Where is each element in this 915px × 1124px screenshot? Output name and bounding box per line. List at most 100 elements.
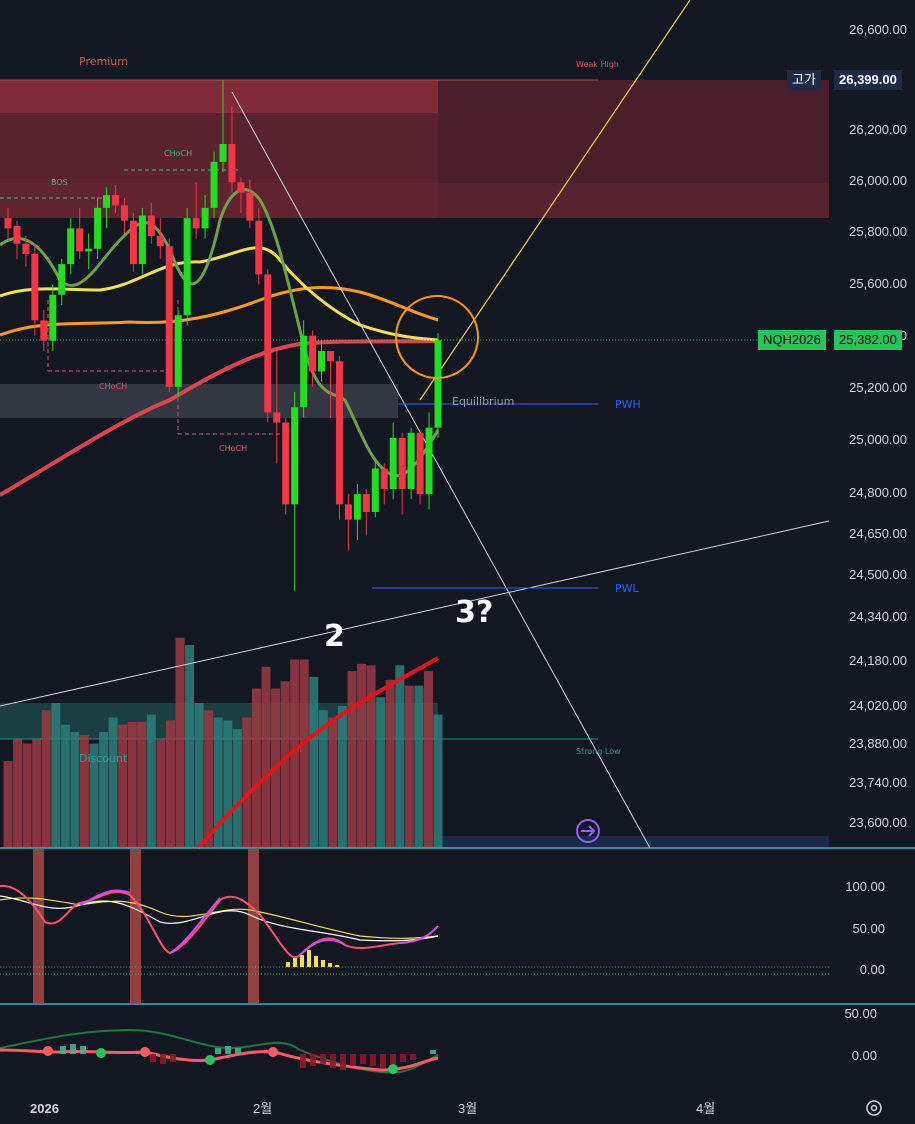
settings-gear-icon[interactable] (866, 1100, 882, 1116)
price-tick-label: 23,740.00 (849, 775, 907, 790)
volume-bar (280, 681, 290, 848)
price-tick-label: 26,200.00 (849, 122, 907, 137)
candle (246, 179, 254, 229)
volume-bar (433, 714, 443, 848)
candle (40, 310, 48, 351)
volume-bar (156, 739, 166, 848)
oscillator-2-axis: 50.00 0.00 (844, 1006, 877, 1063)
candle (112, 184, 119, 213)
choch-label: CHoCH (164, 149, 192, 158)
volume-bar (51, 703, 61, 848)
volume-bar (194, 703, 204, 848)
volume-bar (337, 705, 347, 848)
highlight-circle (395, 295, 479, 379)
volume-bars (3, 637, 443, 848)
price-tick-label: 23,600.00 (849, 815, 907, 830)
osc2-tick-label: 50.00 (844, 1006, 877, 1021)
pwh-label: PWH (615, 398, 641, 411)
oscillator-1-pane (0, 849, 829, 1003)
volume-bar (41, 710, 51, 848)
candle (434, 333, 442, 438)
candle (76, 207, 84, 259)
price-tick-label: 25,000.00 (849, 432, 907, 447)
volume-bar (232, 729, 242, 848)
candles (4, 80, 442, 592)
candle (49, 284, 57, 351)
candle (425, 412, 433, 510)
candle (85, 233, 93, 270)
price-tick-label: 26,600.00 (849, 22, 907, 37)
candle (94, 197, 102, 259)
price-tick-label: 24,650.00 (849, 526, 907, 541)
candle (219, 80, 227, 173)
candle (327, 351, 334, 418)
price-tick-label: 24,800.00 (849, 485, 907, 500)
symbol-tag: NQH2026 (758, 330, 826, 350)
candle (300, 320, 308, 418)
oscillator-2-pane (0, 1028, 439, 1074)
volume-bar (242, 717, 252, 848)
volume-bar (404, 685, 414, 848)
osc1-tick-label: 100.00 (845, 879, 885, 894)
volume-bar (366, 665, 376, 848)
last-price-tag: 25,382.00 (834, 330, 902, 350)
candle (416, 432, 424, 505)
candle (67, 218, 75, 275)
time-label-feb: 2월 (253, 1101, 272, 1116)
candle (282, 417, 290, 515)
volume-bar (223, 720, 233, 848)
candle (210, 151, 218, 219)
volume-bar (127, 721, 137, 848)
volume-bar (204, 710, 214, 848)
time-axis[interactable]: 2026 2월 3월 4월 (30, 1101, 715, 1116)
candle (4, 207, 12, 239)
volume-bar (309, 676, 319, 848)
annotations: Premium Weak High BOS CHoCH CHoCH CHoCH … (51, 55, 641, 765)
volume-bar (146, 714, 156, 848)
price-axis[interactable]: 26,600.00 26,200.00 26,000.00 25,800.00 25,6… (849, 22, 907, 830)
candle (22, 236, 30, 267)
equilibrium-zone (0, 384, 398, 418)
volume-bar (89, 743, 99, 848)
candle (335, 356, 343, 520)
oscillator-1-axis: 100.00 50.00 0.00 (845, 879, 885, 977)
candle (58, 259, 66, 305)
volume-bar (261, 666, 271, 848)
candle (201, 195, 209, 239)
replay-icon[interactable] (576, 819, 600, 843)
volume-bar (328, 717, 338, 848)
high-tag-value: 26,399.00 (834, 70, 902, 90)
candle (147, 202, 155, 244)
equilibrium-label: Equilibrium (452, 395, 514, 408)
weak-high-label: Weak High (576, 60, 619, 69)
candle (31, 243, 39, 336)
osc2-tick-label: 0.00 (852, 1048, 877, 1063)
volume-bar (70, 732, 80, 848)
candle (273, 351, 281, 464)
volume-bar (79, 734, 89, 848)
wave-3-label: 3? (455, 595, 493, 630)
strong-low-label: Strong Low (576, 747, 621, 756)
price-tick-label: 24,020.00 (849, 698, 907, 713)
volume-bar (165, 720, 175, 848)
premium-zone (0, 79, 829, 218)
choch-label: CHoCH (99, 382, 127, 391)
time-label-mar: 3월 (458, 1101, 477, 1116)
price-tick-label: 24,340.00 (849, 609, 907, 624)
volume-bar (185, 645, 195, 848)
price-tick-label: 24,180.00 (849, 653, 907, 668)
volume-bar (423, 671, 433, 848)
volume-bar (376, 697, 386, 848)
volume-bar (347, 671, 357, 848)
bos-label: BOS (51, 178, 68, 187)
candle (353, 483, 361, 541)
candle (228, 105, 236, 193)
price-tick-label: 23,880.00 (849, 736, 907, 751)
candle (380, 463, 388, 505)
moving-averages (0, 188, 440, 497)
volume-bar (3, 761, 13, 848)
trend-lines (0, 0, 830, 849)
candle (192, 182, 200, 239)
candle (291, 391, 299, 592)
